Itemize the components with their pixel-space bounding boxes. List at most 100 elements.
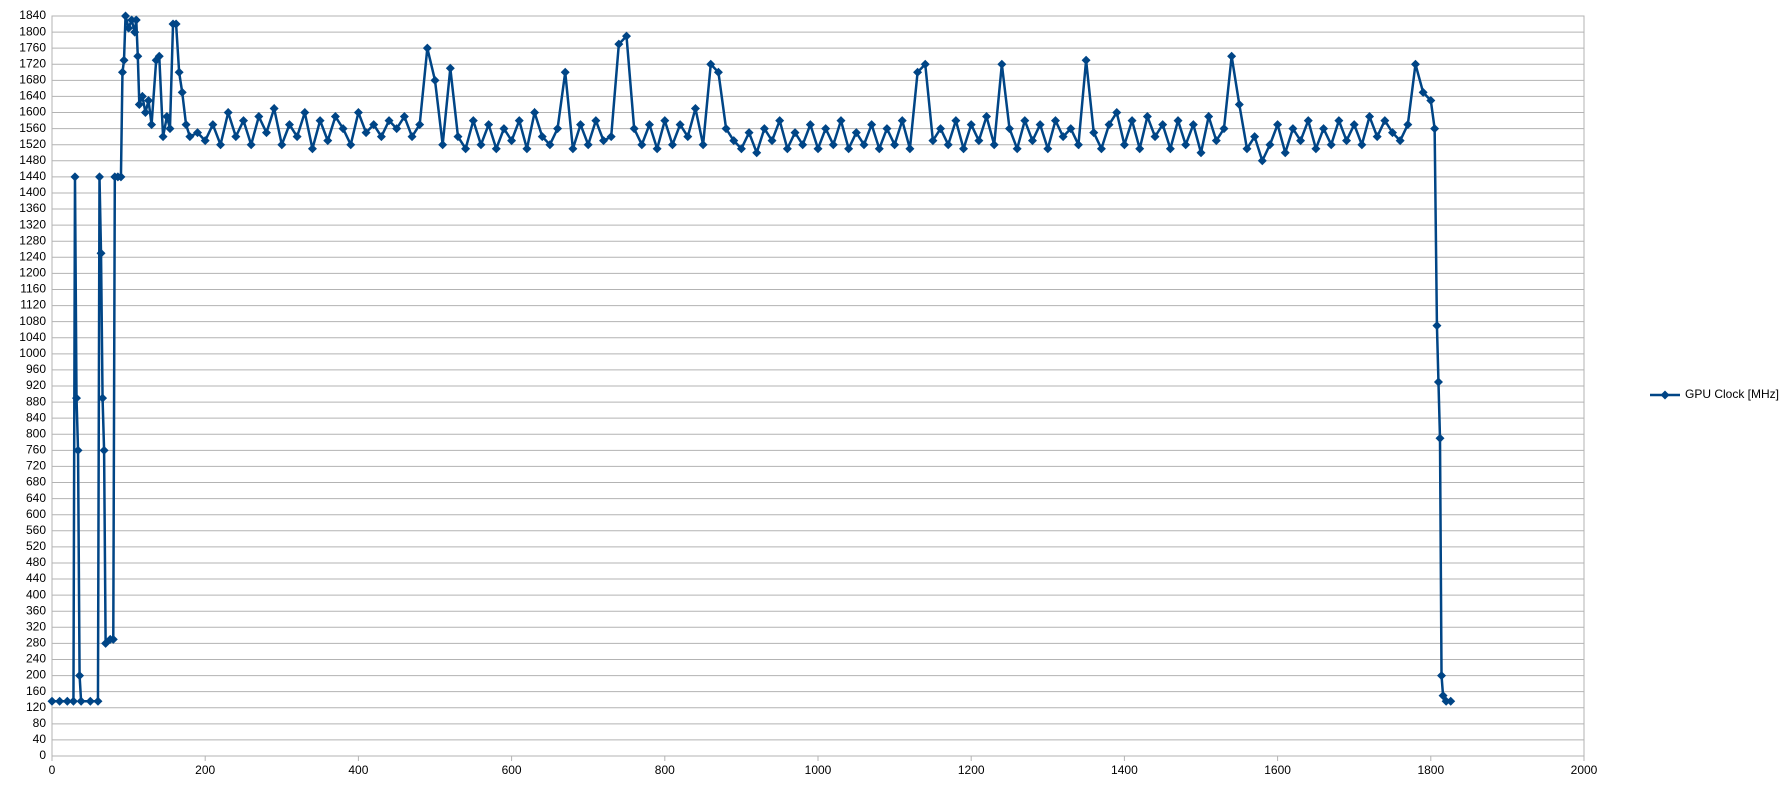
x-tick-label: 200 (195, 763, 215, 777)
data-point (591, 116, 601, 126)
data-point (874, 144, 884, 154)
data-point (690, 104, 700, 113)
data-point (55, 696, 65, 706)
x-tick-label: 2000 (1571, 763, 1598, 777)
data-point (193, 128, 203, 138)
data-point (353, 108, 363, 118)
data-point (392, 124, 402, 134)
data-point (1418, 87, 1428, 97)
data-point (461, 144, 471, 154)
data-point (828, 140, 838, 150)
data-point (361, 128, 371, 138)
data-point (117, 67, 127, 77)
data-point (1380, 116, 1390, 126)
data-point (1211, 136, 1221, 146)
data-point (1430, 124, 1440, 134)
data-point (108, 634, 118, 644)
data-point (158, 132, 168, 142)
data-point (1188, 120, 1198, 130)
data-point (752, 148, 762, 158)
data-point (261, 128, 271, 138)
data-point (1096, 144, 1106, 154)
data-point (736, 144, 746, 154)
data-point (759, 124, 769, 134)
data-point (177, 87, 187, 97)
data-point (545, 140, 555, 150)
data-point (1311, 144, 1321, 154)
data-point (836, 116, 846, 126)
data-point (1426, 95, 1436, 105)
y-tick-label: 280 (26, 636, 46, 650)
data-point (1250, 132, 1260, 142)
data-point (576, 120, 586, 130)
data-point (1234, 99, 1244, 109)
data-point (99, 445, 109, 455)
y-tick-label: 640 (26, 491, 46, 505)
data-point (568, 144, 578, 154)
data-point (269, 104, 279, 113)
data-point (140, 108, 150, 118)
data-point (1020, 116, 1030, 126)
y-tick-label: 680 (26, 475, 46, 489)
y-tick-label: 1480 (19, 153, 46, 167)
y-tick-label: 1600 (19, 105, 46, 119)
data-point (683, 132, 693, 142)
data-point (537, 132, 547, 142)
data-point (821, 124, 831, 134)
y-tick-label: 600 (26, 507, 46, 521)
data-point (246, 140, 256, 150)
data-point (997, 59, 1007, 69)
data-point (713, 67, 723, 77)
data-point (137, 91, 147, 101)
data-point (165, 124, 175, 134)
data-point (1027, 136, 1037, 146)
data-point (484, 120, 494, 130)
data-point (644, 120, 654, 130)
data-point (1357, 140, 1367, 150)
data-point (614, 39, 624, 49)
y-tick-label: 1840 (19, 8, 46, 22)
data-point (239, 116, 248, 126)
data-point (882, 124, 892, 134)
data-point (376, 132, 386, 142)
data-point (805, 120, 815, 130)
data-point (277, 140, 287, 150)
x-tick-label: 1400 (1111, 763, 1138, 777)
y-tick-label: 1680 (19, 73, 46, 87)
data-point (507, 136, 517, 146)
y-tick-label: 1760 (19, 40, 46, 54)
data-point (1050, 116, 1060, 126)
data-point (422, 43, 432, 53)
data-point (70, 172, 80, 182)
x-tick-label: 600 (502, 763, 522, 777)
data-point (68, 696, 78, 706)
data-point (1181, 140, 1191, 150)
data-point (130, 27, 140, 37)
data-point (127, 15, 137, 25)
data-point (1303, 116, 1313, 126)
data-point (1005, 124, 1014, 134)
y-tick-label: 720 (26, 459, 46, 473)
y-tick-label: 200 (26, 668, 46, 682)
y-tick-label: 1080 (19, 314, 46, 328)
data-point (1326, 140, 1336, 150)
data-point (1435, 433, 1445, 443)
data-point (675, 120, 685, 130)
data-point (782, 144, 792, 154)
data-point (231, 132, 241, 142)
data-point (629, 124, 639, 134)
data-point (775, 116, 785, 126)
data-point (223, 108, 233, 118)
y-tick-label: 800 (26, 426, 46, 440)
data-point (1437, 671, 1447, 681)
data-point (476, 140, 486, 150)
y-tick-label: 1560 (19, 121, 46, 135)
data-point (96, 248, 106, 258)
y-tick-label: 320 (26, 619, 46, 633)
data-point (959, 144, 969, 154)
data-point (890, 140, 900, 150)
data-point (982, 112, 992, 122)
y-tick-label: 1800 (19, 24, 46, 38)
data-point (133, 51, 143, 61)
